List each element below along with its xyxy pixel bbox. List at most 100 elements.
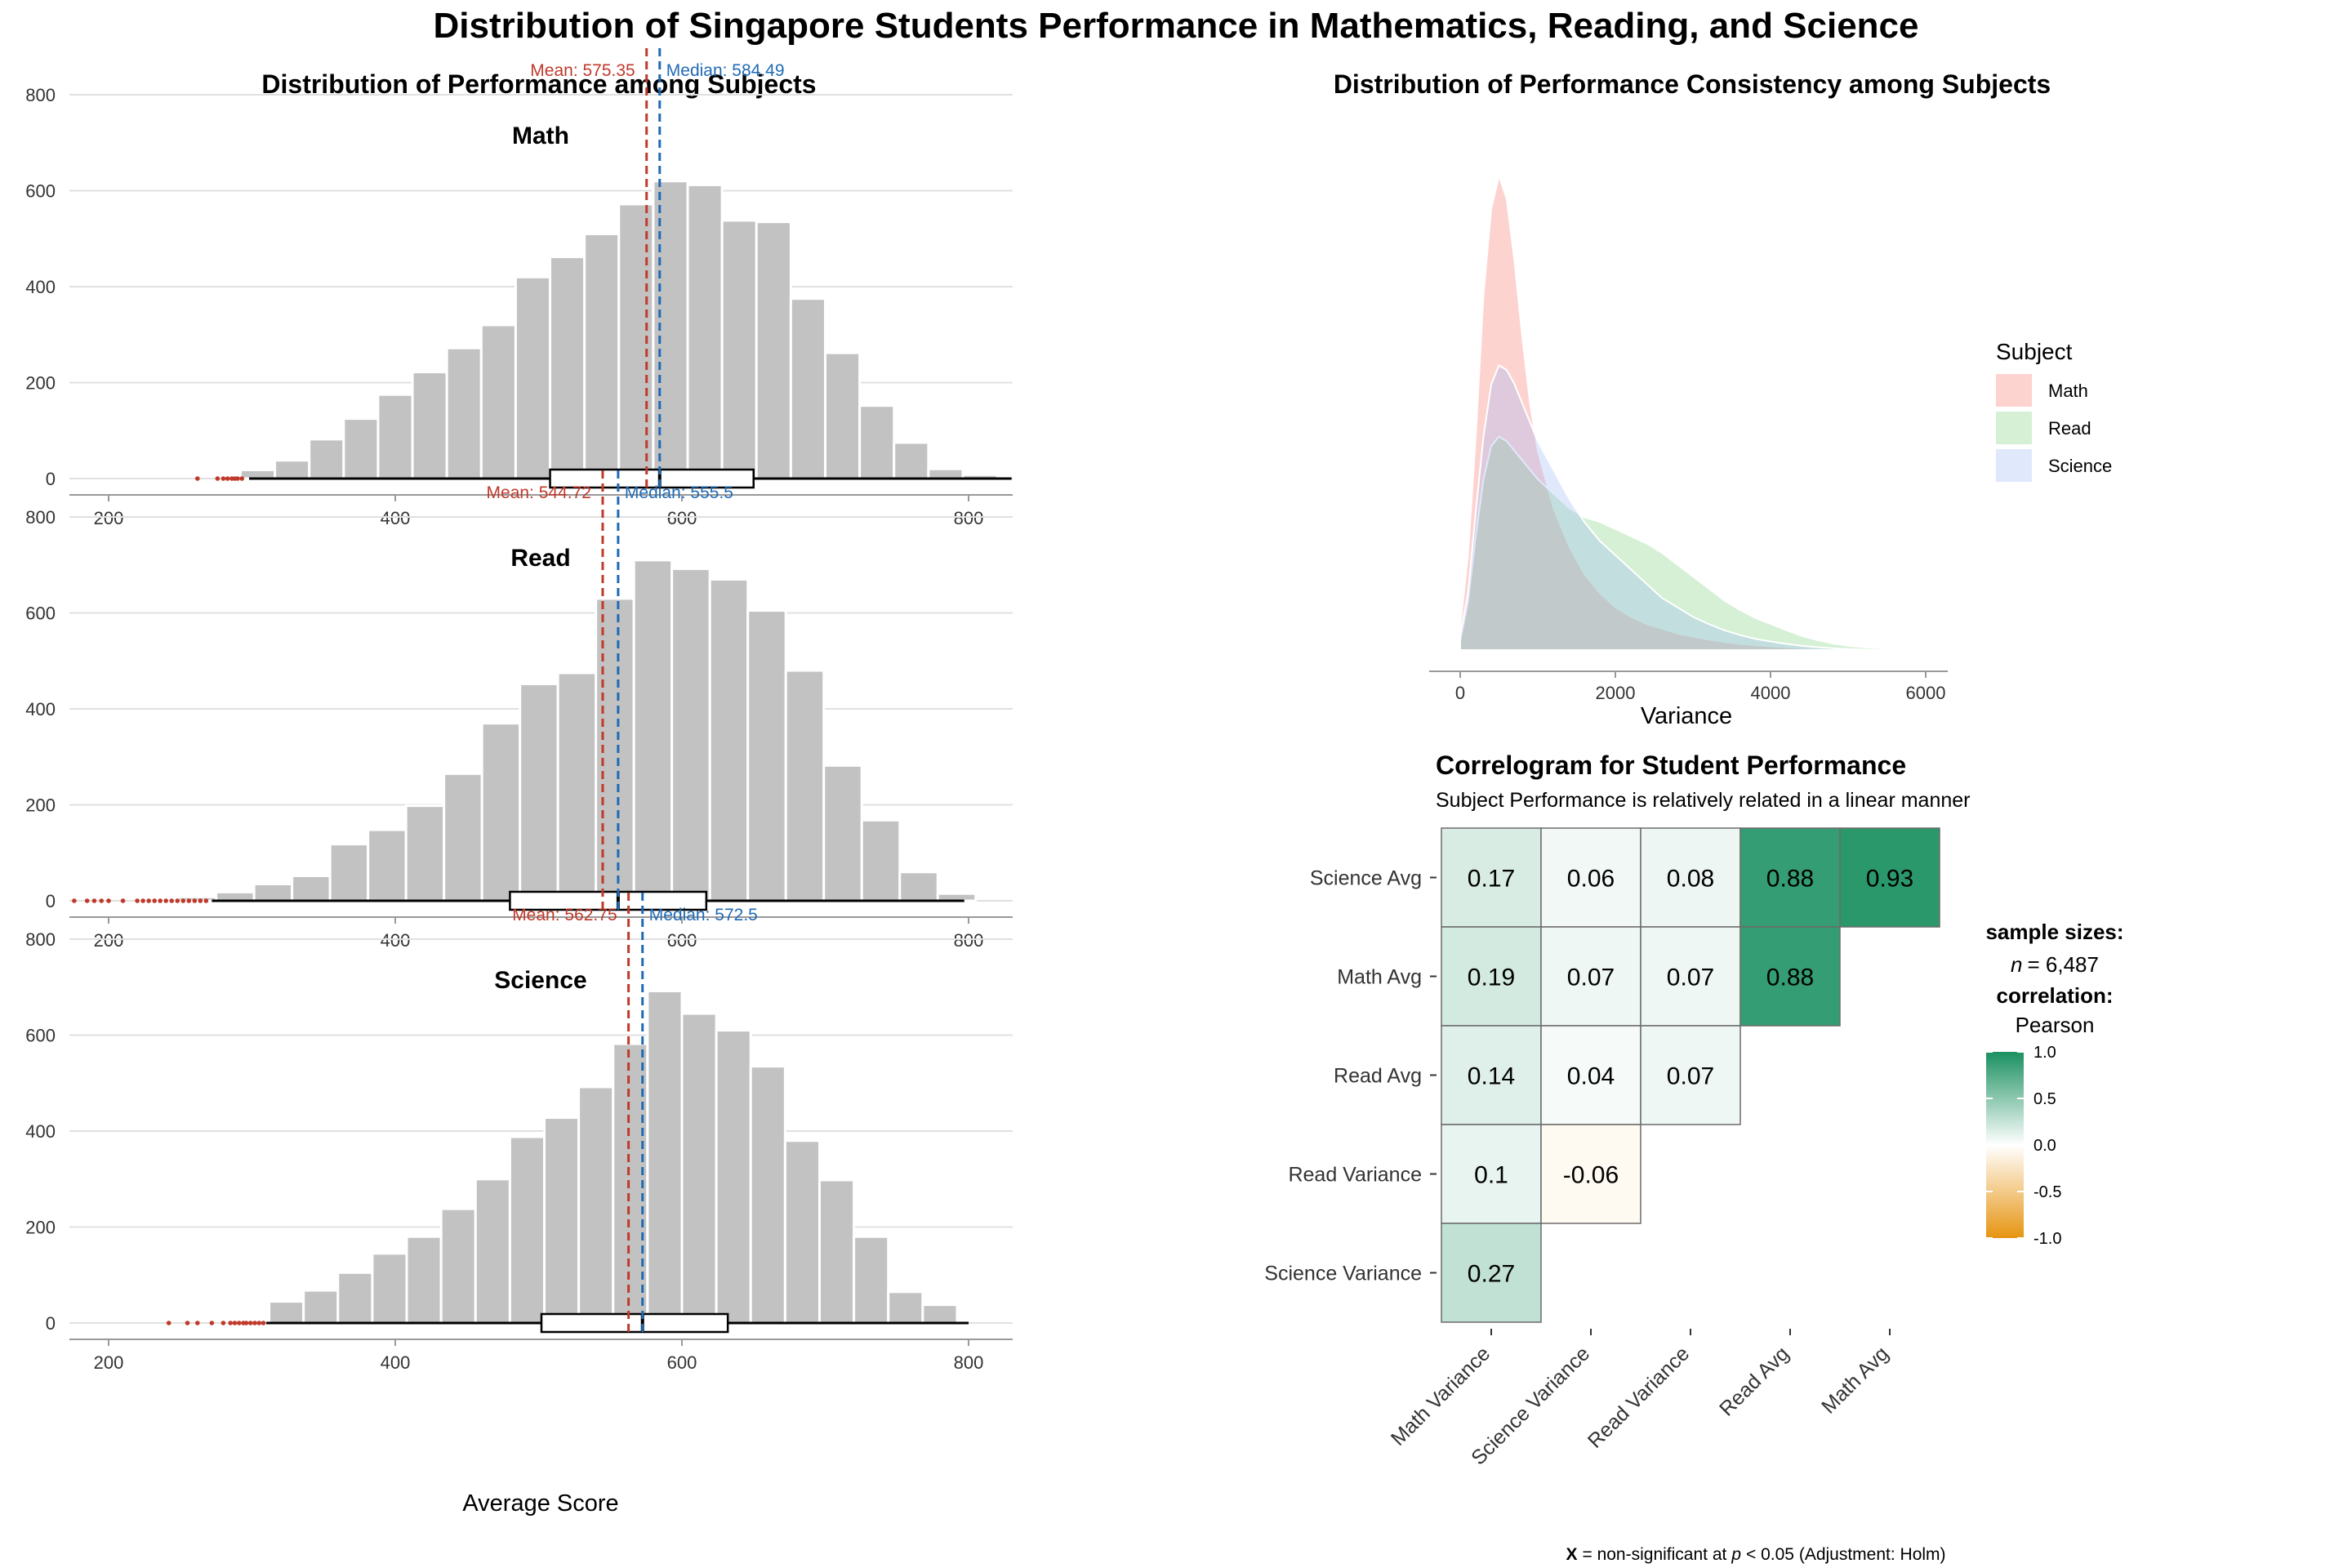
colorbar-tick-label: -0.5: [2034, 1183, 2061, 1201]
footnote-text-mid: = non-significant at: [1582, 1545, 1726, 1564]
histogram-title-science: Science: [494, 967, 586, 994]
histogram-title-math: Math: [512, 122, 569, 149]
row-label: Math Avg: [1337, 966, 1422, 989]
mean-annotation: Mean: 562.75: [512, 906, 617, 924]
correlation-method: Pearson: [2016, 1013, 2095, 1037]
boxplot-outlier: [99, 898, 105, 903]
boxplot-outlier: [180, 898, 186, 903]
x-tick-label: 800: [954, 508, 984, 528]
histogram-bar: [556, 671, 598, 902]
boxplot-outlier: [192, 898, 198, 903]
histogram-bar: [927, 467, 964, 480]
histogram-read: Read 0 200 400 600 800 200 400 600 800 Mean: 544.7…: [25, 470, 1013, 951]
y-tick-label: 800: [25, 507, 56, 528]
density-area-read: [1459, 435, 1927, 651]
y-tick-label: 0: [46, 1313, 56, 1334]
histogram-bar: [577, 1085, 615, 1325]
histogram-bar: [853, 1235, 890, 1325]
histogram-bar: [715, 1029, 752, 1325]
corr-cell: [1839, 827, 1940, 928]
boxplot-outlier: [209, 1321, 215, 1325]
corr-cell: [1441, 926, 1542, 1027]
boxplot-outlier: [120, 898, 126, 903]
histogram-bar: [784, 669, 826, 902]
boxplot-outlier: [195, 476, 200, 481]
median-annotation: Median: 584.49: [666, 61, 785, 80]
boxplot-outlier: [135, 898, 140, 903]
column-label: Read Avg: [1715, 1342, 1793, 1420]
y-tick-label: 200: [25, 1218, 56, 1238]
boxplot-outlier: [158, 898, 163, 903]
corr-cell: [1740, 926, 1841, 1027]
histogram-bar: [308, 438, 345, 480]
histogram-bar: [405, 1235, 443, 1325]
histogram-bar: [822, 764, 863, 902]
row-label: Science Avg: [1310, 867, 1422, 890]
x-tick-label: 200: [94, 1352, 124, 1373]
corr-cell: [1740, 827, 1841, 928]
legend-label-science: Science: [2048, 456, 2112, 476]
x-tick-label: 800: [954, 930, 984, 951]
histogram-bar: [860, 818, 902, 902]
histogram-bar: [404, 804, 446, 902]
histogram-bar: [474, 1178, 511, 1325]
sample-n-symbol: n: [2011, 952, 2022, 977]
histogram-bar: [411, 371, 448, 480]
histogram-bar: [252, 882, 294, 902]
histogram-bar: [508, 1135, 546, 1325]
corr-value: 0.07: [1667, 964, 1714, 991]
x-tick-label: 600: [667, 930, 697, 951]
corr-value: 0.17: [1468, 866, 1515, 893]
histogram-x-axis-title: Average Score: [462, 1490, 618, 1517]
histogram-bar: [755, 220, 792, 480]
corr-value: 0.04: [1567, 1063, 1615, 1090]
corr-cell: [1540, 1025, 1642, 1125]
histogram-bar: [887, 1290, 924, 1325]
boxplot-outlier: [106, 898, 111, 903]
corr-value: 0.14: [1468, 1063, 1515, 1090]
density-panel: 0 2000 4000 6000 Variance Subject Math Read Scie…: [1429, 172, 2112, 729]
colorbar-tick-label: 1.0: [2034, 1044, 2056, 1062]
median-annotation: Median: 572.5: [649, 906, 758, 924]
row-label: Science Variance: [1264, 1263, 1422, 1285]
y-tick-label: 400: [25, 277, 56, 297]
density-area-science: [1459, 363, 1926, 651]
corr-value: -0.06: [1563, 1162, 1619, 1189]
histogram-bar: [367, 828, 408, 902]
y-tick-label: 400: [25, 1121, 56, 1142]
corr-value: 0.06: [1567, 866, 1615, 893]
histogram-bar: [583, 232, 621, 480]
corr-value: 0.27: [1468, 1261, 1515, 1288]
histogram-bar: [783, 1139, 821, 1325]
colorbar-tick-label: 0.5: [2034, 1090, 2056, 1108]
y-tick-label: 600: [25, 181, 56, 202]
histogram-bar: [543, 1116, 581, 1325]
histogram-bar: [480, 722, 522, 902]
histogram-bar: [632, 559, 674, 902]
corr-value: 0.07: [1667, 1063, 1714, 1090]
corr-value: 0.88: [1766, 866, 1814, 893]
histogram-bar: [376, 393, 414, 480]
boxplot-outlier: [185, 1321, 190, 1325]
boxplot-outlier: [163, 898, 168, 903]
boxplot-outlier: [243, 1321, 249, 1325]
corr-cell: [1441, 1223, 1542, 1323]
histogram-bar: [617, 203, 655, 480]
boxplot-outlier: [84, 898, 90, 903]
x-tick-label: 600: [667, 1352, 697, 1373]
footnote-p-symbol: p: [1731, 1545, 1741, 1564]
corr-value: 0.08: [1667, 866, 1714, 893]
boxplot-outlier: [239, 476, 245, 481]
density-legend-title: Subject: [1996, 339, 2073, 364]
x-tick-label: 400: [381, 1352, 411, 1373]
column-label: Read Variance: [1584, 1342, 1694, 1452]
histogram-bar: [680, 1012, 718, 1325]
correlation-label: correlation:: [1996, 983, 2113, 1008]
boxplot-outlier: [152, 898, 157, 903]
histogram-bar: [858, 404, 896, 480]
histogram-bar: [898, 871, 939, 902]
boxplot-outlier: [261, 1321, 266, 1325]
correlogram-footnote: X = non-significant at p < 0.05 (Adjustment…: [1566, 1545, 1945, 1564]
boxplot-outlier: [91, 898, 97, 903]
legend-label-math: Math: [2048, 381, 2088, 401]
